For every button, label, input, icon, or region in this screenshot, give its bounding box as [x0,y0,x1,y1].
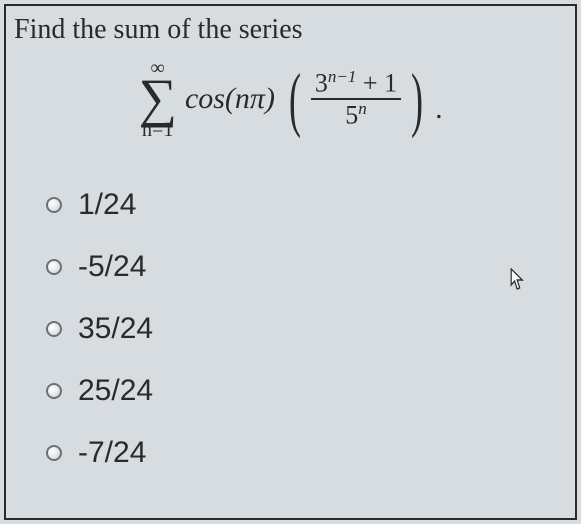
option-label: 25/24 [78,374,153,408]
formula-period: . [435,92,443,126]
sigma-block: ∞ ∑ n=1 [138,58,177,140]
left-paren: ( [289,74,301,124]
option-label: 35/24 [78,312,153,346]
fraction-denominator: 5n [341,100,371,130]
sigma-lower-limit: n=1 [142,120,173,140]
fraction: 3n−1 + 1 5n [311,68,401,131]
fraction-numerator: 3n−1 + 1 [311,68,401,100]
radio-icon[interactable] [46,383,62,399]
option-row[interactable]: -7/24 [46,422,575,484]
series-formula: ∞ ∑ n=1 cos(nπ) ( 3n−1 + 1 5n ) . [6,50,575,166]
option-label: -7/24 [78,436,146,470]
den-exp: n [358,99,367,118]
cursor-icon [510,268,525,298]
question-frame: Find the sum of the series ∞ ∑ n=1 cos(n… [4,4,577,520]
radio-icon[interactable] [46,197,62,213]
option-row[interactable]: 35/24 [46,298,575,360]
radio-icon[interactable] [46,259,62,275]
cos-term: cos(nπ) [181,82,279,116]
den-base: 5 [345,101,358,130]
option-label: 1/24 [78,188,136,222]
options-list: 1/24 -5/24 35/24 25/24 -7/24 [6,166,575,484]
option-label: -5/24 [78,250,146,284]
sigma-symbol: ∑ [138,76,177,122]
option-row[interactable]: -5/24 [46,236,575,298]
radio-icon[interactable] [46,321,62,337]
radio-icon[interactable] [46,445,62,461]
option-row[interactable]: 25/24 [46,360,575,422]
question-prompt: Find the sum of the series [6,6,575,50]
num-plus: + 1 [356,68,397,97]
num-base: 3 [315,68,328,97]
num-exp: n−1 [328,67,356,86]
formula-inner: ∞ ∑ n=1 cos(nπ) ( 3n−1 + 1 5n ) . [138,58,442,140]
option-row[interactable]: 1/24 [46,174,575,236]
right-paren: ) [411,74,423,124]
